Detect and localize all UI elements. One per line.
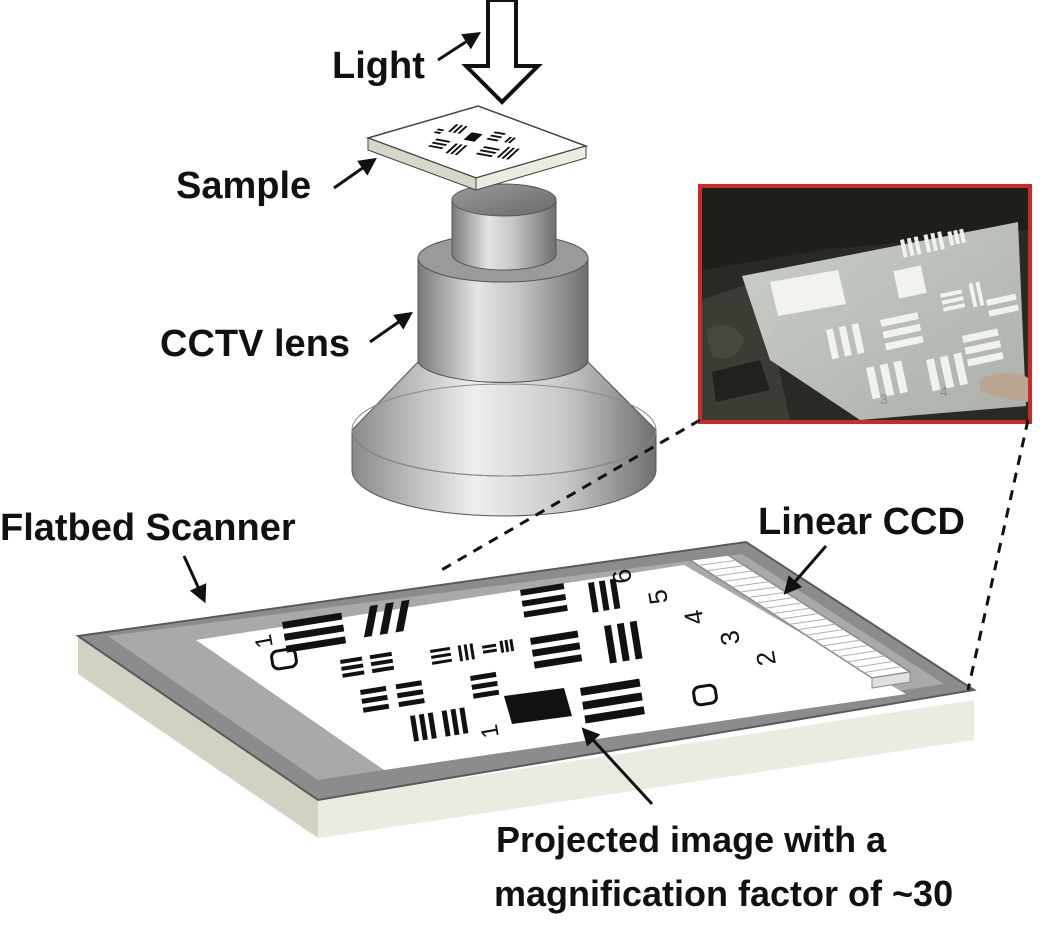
ccd-cell-divider: [830, 644, 869, 652]
ccd-cell-divider: [814, 634, 853, 641]
ccd-cell-divider: [805, 628, 844, 636]
cctv-lens: [351, 183, 657, 517]
photo-finger: [980, 373, 1028, 402]
label-cctv-lens: CCTV lens: [160, 323, 350, 365]
label-linear-ccd: Linear CCD: [758, 501, 965, 543]
ccd-cell-divider: [780, 613, 820, 620]
target-numeral-3: 3: [714, 628, 746, 647]
label-sample: Sample: [176, 165, 311, 207]
ccd-cell-divider: [855, 660, 894, 668]
linear-ccd-bar: [687, 554, 913, 689]
target-black-square: [504, 688, 572, 724]
ccd-cell-divider: [698, 559, 737, 566]
photo-numeral-4: 4: [940, 383, 948, 399]
ccd-cell-divider: [838, 650, 877, 658]
ccd-cell-divider: [772, 607, 811, 615]
label-projected-line2: magnification factor of ~30: [494, 873, 953, 914]
target-numeral-5: 5: [642, 587, 674, 606]
label-projected-line1: Projected image with a: [496, 819, 887, 860]
target-outlines: [270, 647, 718, 707]
target-numeral-4: 4: [678, 608, 710, 627]
ccd-cell-divider: [706, 565, 745, 572]
target-numeral-left: 1: [250, 632, 279, 650]
ccd-cell-divider: [756, 597, 795, 604]
ccd-cell-divider: [789, 618, 828, 625]
arrow-sample: [333, 157, 377, 190]
target-numeral-6: 6: [606, 567, 638, 586]
scanner-right-side: [318, 700, 974, 838]
projection-dashed-lines: [437, 418, 1030, 691]
arrow-linear-ccd: [783, 545, 828, 595]
scanner-front-side: [78, 636, 318, 838]
inset-photo: 3 4: [698, 184, 1032, 424]
ccd-cell-divider: [714, 570, 753, 577]
ccd-cell-divider: [747, 591, 786, 599]
arrow-projected-image: [581, 727, 654, 806]
target-numeral-2: 2: [750, 649, 782, 668]
ccd-cell-divider: [739, 586, 778, 593]
ccd-cell-divider: [723, 575, 762, 582]
arrow-light: [437, 32, 482, 62]
target-pattern: [282, 578, 645, 742]
ccd-cell-divider: [822, 639, 861, 647]
label-flatbed-scanner: Flatbed Scanner: [0, 507, 296, 549]
light-arrow: [461, 0, 543, 105]
target-numeral-bottom: 1: [476, 722, 505, 740]
ccd-cell-divider: [863, 666, 902, 674]
arrow-flatbed-scanner: [182, 555, 207, 604]
label-light: Light: [332, 45, 425, 87]
arrow-cctv-lens: [369, 311, 413, 344]
annotations: Light Sample CCTV lens Flatbed Scanner L…: [0, 32, 965, 914]
sample-slide: [365, 105, 589, 191]
ccd-cell-divider: [797, 623, 836, 631]
photo-numeral-3: 3: [880, 391, 888, 407]
ccd-cell-divider: [847, 655, 886, 663]
ccd-cell-divider: [764, 602, 803, 609]
ccd-cell-divider: [731, 581, 770, 588]
